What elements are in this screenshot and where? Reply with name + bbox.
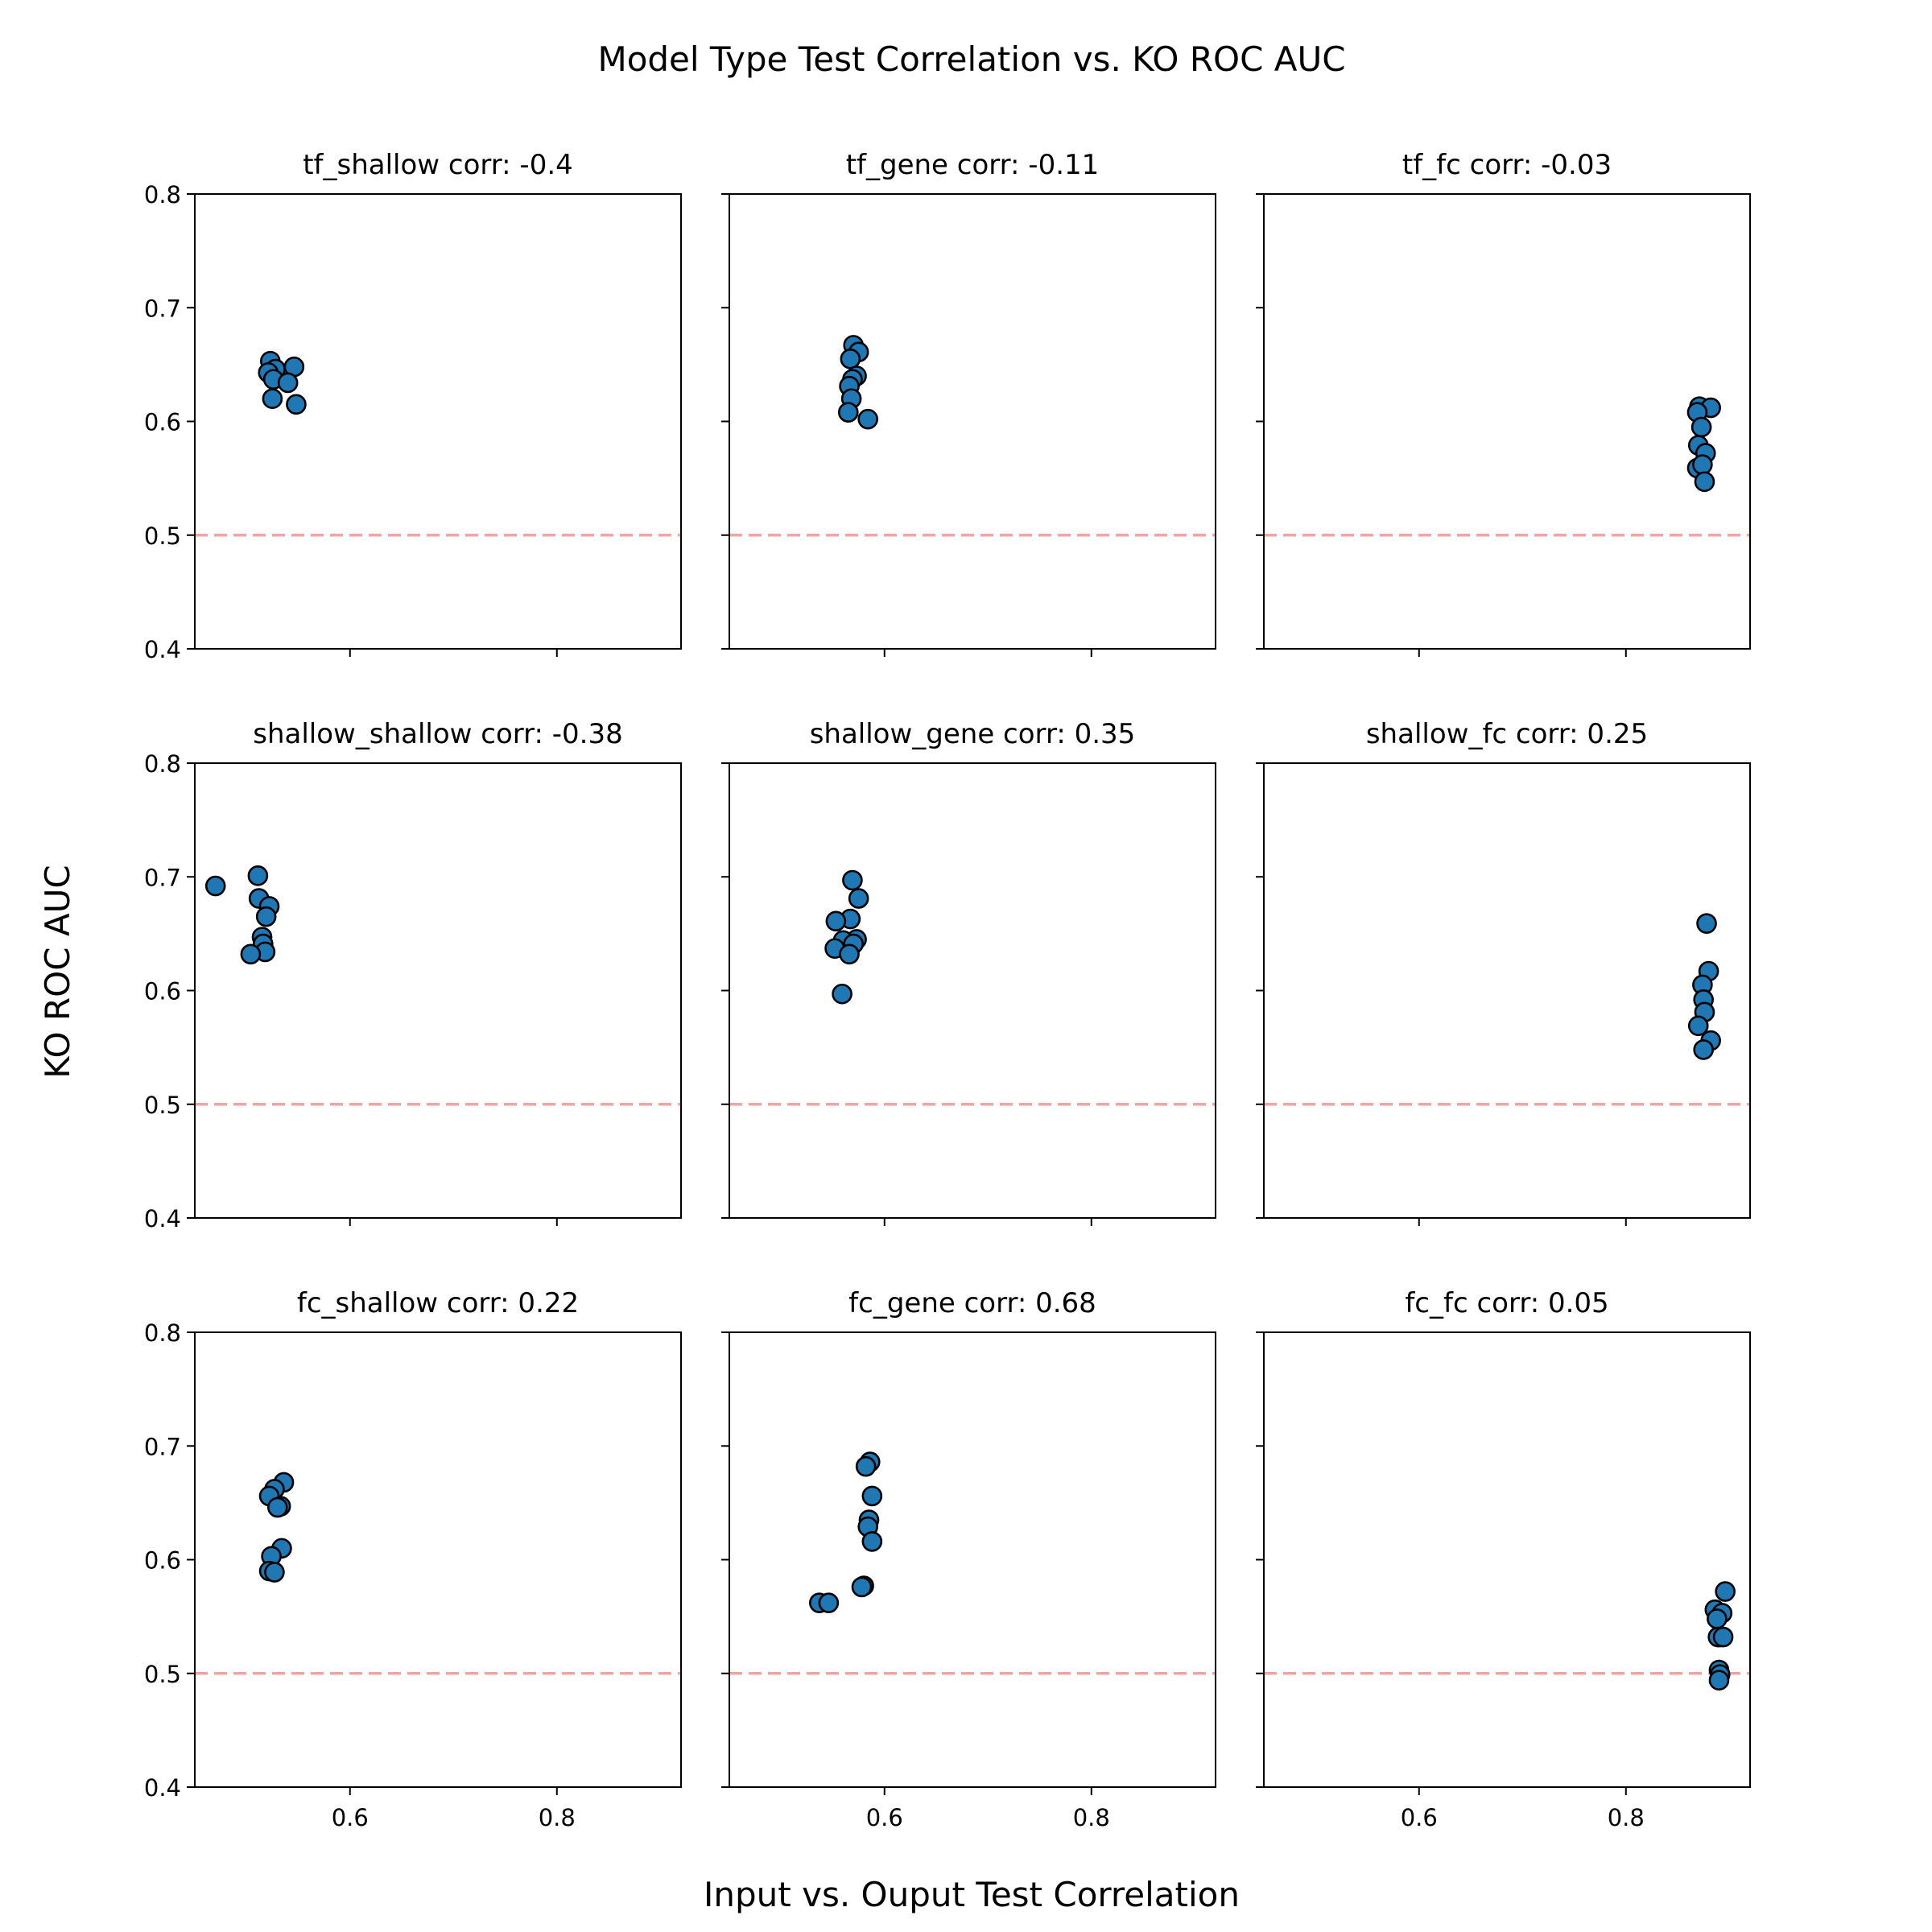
x-tick-label: 0.8 — [1608, 1804, 1645, 1831]
y-tick-label: 0.8 — [144, 750, 181, 778]
subplot-title: fc_gene corr: 0.68 — [848, 1287, 1096, 1319]
y-tick-label: 0.5 — [144, 522, 181, 550]
y-tick-label: 0.8 — [144, 181, 181, 208]
subplot: fc_shallow corr: 0.22 0.4 0.5 0.6 0.7 0.8 0.6 0… — [144, 1287, 682, 1831]
y-tick-label: 0.5 — [144, 1092, 181, 1119]
plot-frame — [194, 762, 682, 1219]
plot-frame — [729, 193, 1216, 650]
data-point — [837, 402, 859, 423]
subplot-title: shallow_gene corr: 0.35 — [810, 718, 1136, 750]
y-tick-label: 0.5 — [144, 1661, 181, 1688]
data-point — [1707, 1608, 1728, 1629]
data-point — [1690, 416, 1712, 438]
data-point — [1694, 471, 1715, 493]
data-point — [1708, 1670, 1730, 1691]
data-point — [855, 1455, 877, 1477]
y-tick-label: 0.4 — [144, 1774, 181, 1802]
plot-frame — [1263, 193, 1751, 650]
data-point — [240, 943, 262, 965]
x-tick-label: 0.8 — [539, 1804, 576, 1831]
subplot-title: fc_fc corr: 0.05 — [1405, 1287, 1608, 1319]
data-point — [861, 1531, 883, 1552]
data-point — [1693, 1039, 1714, 1060]
subplot-title: tf_fc corr: -0.03 — [1402, 149, 1612, 181]
y-tick-label: 0.6 — [144, 1547, 181, 1575]
y-tick-label: 0.7 — [144, 1433, 181, 1460]
subplot: shallow_fc corr: 0.25 — [1256, 718, 1751, 1226]
subplot: fc_fc corr: 0.05 0.6 0.8 — [1256, 1287, 1751, 1831]
data-point — [1692, 454, 1713, 475]
x-tick-label: 0.8 — [1073, 1804, 1110, 1831]
data-point — [267, 1496, 288, 1518]
x-tick-label: 0.6 — [332, 1804, 369, 1831]
data-point — [839, 943, 860, 965]
subplot: tf_gene corr: -0.11 — [721, 149, 1216, 657]
data-point — [1715, 1581, 1736, 1602]
plot-frame — [1263, 762, 1751, 1219]
figure-title: Model Type Test Correlation vs. KO ROC A… — [597, 39, 1345, 79]
data-point — [832, 983, 852, 1005]
y-tick-label: 0.7 — [144, 864, 181, 891]
subplot-title: shallow_fc corr: 0.25 — [1366, 718, 1648, 750]
data-point — [857, 408, 879, 430]
subplot: fc_gene corr: 0.68 0.6 0.8 — [721, 1287, 1216, 1831]
y-tick-label: 0.7 — [144, 295, 181, 322]
data-point — [851, 1576, 873, 1598]
x-tick-label: 0.6 — [1401, 1804, 1438, 1831]
data-point — [848, 888, 869, 909]
plot-frame — [729, 1331, 1216, 1788]
data-point — [255, 906, 277, 927]
y-tick-label: 0.6 — [144, 409, 181, 436]
data-point — [825, 910, 847, 932]
data-point — [1712, 1626, 1734, 1648]
subplot: tf_fc corr: -0.03 — [1256, 149, 1751, 657]
y-tick-label: 0.6 — [144, 978, 181, 1005]
data-point — [262, 388, 283, 410]
data-point — [286, 394, 307, 415]
data-point — [204, 875, 226, 897]
y-tick-label: 0.8 — [144, 1319, 181, 1347]
plot-frame — [729, 762, 1216, 1219]
x-tick-label: 0.6 — [866, 1804, 903, 1831]
subplot-title: tf_shallow corr: -0.4 — [303, 149, 573, 181]
data-point — [842, 869, 863, 891]
y-tick-label: 0.4 — [144, 636, 181, 663]
figure-x-axis-label: Input vs. Ouput Test Correlation — [704, 1875, 1240, 1914]
data-point — [1696, 913, 1717, 934]
plot-frame — [194, 1331, 682, 1788]
data-point — [264, 1562, 285, 1583]
subplot: shallow_gene corr: 0.35 — [721, 718, 1216, 1226]
subplot-title: shallow_shallow corr: -0.38 — [253, 718, 623, 750]
subplot-title: tf_gene corr: -0.11 — [846, 149, 1100, 181]
data-point — [840, 349, 861, 369]
plot-frame — [194, 193, 682, 650]
data-point — [1687, 1015, 1709, 1037]
figure-y-axis-label: KO ROC AUC — [38, 865, 77, 1078]
subplot-grid: tf_shallow corr: -0.4 0.4 0.5 0.6 0.7 0.8 tf_g… — [144, 149, 1751, 1831]
data-point — [818, 1592, 840, 1613]
data-point — [247, 865, 269, 886]
y-tick-label: 0.4 — [144, 1205, 181, 1232]
data-point — [277, 372, 299, 394]
plot-frame — [1263, 1331, 1751, 1788]
data-point — [861, 1485, 883, 1507]
subplot-title: fc_shallow corr: 0.22 — [297, 1287, 579, 1319]
subplot: shallow_shallow corr: -0.38 0.4 0.5 0.6 0.7 0… — [144, 718, 682, 1232]
subplot: tf_shallow corr: -0.4 0.4 0.5 0.6 0.7 0.8 — [144, 149, 682, 663]
